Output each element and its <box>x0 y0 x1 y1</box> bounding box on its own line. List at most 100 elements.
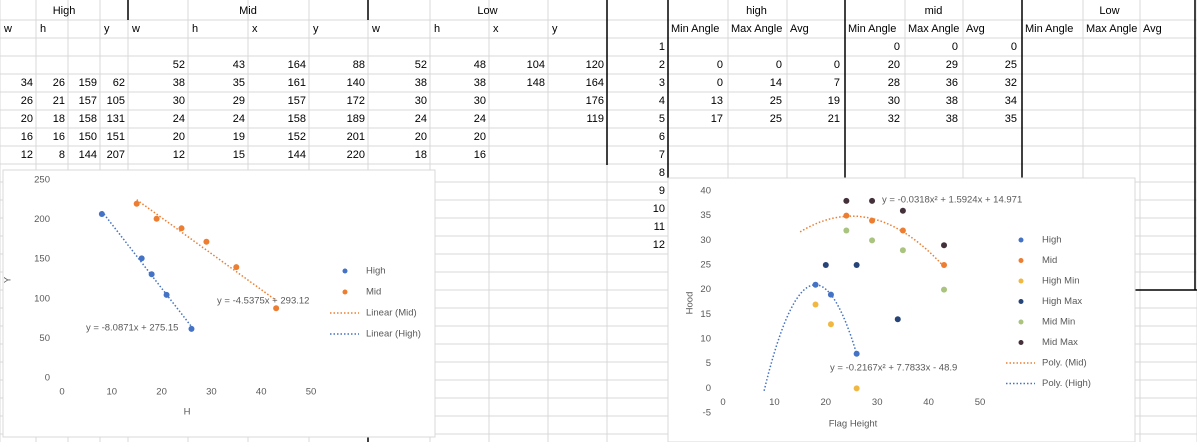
trendline-equation: y = -4.5375x + 293.12 <box>217 296 309 307</box>
cell-value: 25 <box>770 113 782 125</box>
row-number: 4 <box>659 95 665 107</box>
data-point <box>273 305 280 312</box>
row-number: 8 <box>659 167 665 179</box>
y-tick-label: 40 <box>700 186 711 197</box>
column-header: y <box>313 23 319 35</box>
cell-value: 0 <box>717 59 723 71</box>
cell-value: 24 <box>474 113 486 125</box>
cell-value: 176 <box>586 95 604 107</box>
cell-value: 18 <box>53 113 65 125</box>
x-tick-label: 0 <box>59 387 64 398</box>
legend-label: Mid <box>1042 255 1057 266</box>
column-header: Avg <box>1143 23 1162 35</box>
cell-value: 157 <box>288 95 306 107</box>
group-header: High <box>53 5 76 17</box>
cell-value: 16 <box>53 131 65 143</box>
row-number: 7 <box>659 149 665 161</box>
trendline-equation: y = -0.2167x² + 7.7833x - 48.9 <box>830 363 957 374</box>
data-point <box>843 197 850 204</box>
cell-value: 161 <box>288 77 306 89</box>
data-point <box>153 215 160 222</box>
cell-value: 164 <box>586 77 604 89</box>
cell-value: 16 <box>21 131 33 143</box>
legend-marker <box>1018 319 1024 325</box>
cell-value: 157 <box>79 95 97 107</box>
row-number: 1 <box>659 41 665 53</box>
cell-value: 119 <box>586 113 604 125</box>
data-point <box>899 227 906 234</box>
data-point <box>822 262 829 268</box>
group-header: high <box>746 5 767 17</box>
cell-value: 0 <box>894 41 900 53</box>
cell-value: 32 <box>1005 77 1017 89</box>
row-number: 2 <box>659 59 665 71</box>
x-tick-label: 10 <box>107 387 118 398</box>
cell-value: 28 <box>888 77 900 89</box>
data-point <box>869 237 876 244</box>
column-header: h <box>192 23 198 35</box>
cell-value: 16 <box>474 149 486 161</box>
y-tick-label: 50 <box>39 333 50 344</box>
data-point <box>827 291 834 298</box>
y-tick-label: 150 <box>34 254 50 265</box>
cell-value: 30 <box>173 95 185 107</box>
cell-value: 24 <box>233 113 245 125</box>
cell-value: 38 <box>173 77 185 89</box>
group-header: Low <box>477 5 497 17</box>
x-tick-label: 30 <box>872 397 883 408</box>
legend-marker <box>1018 278 1024 284</box>
trendline-equation: y = -8.0871x + 275.15 <box>86 323 178 334</box>
cell-value: 38 <box>415 77 427 89</box>
cell-value: 26 <box>53 77 65 89</box>
y-tick-label: 200 <box>34 214 50 225</box>
row-number: 11 <box>654 221 665 233</box>
cell-value: 20 <box>888 59 900 71</box>
cell-value: 12 <box>173 149 185 161</box>
data-point <box>178 225 185 232</box>
cell-value: 25 <box>1005 59 1017 71</box>
cell-value: 0 <box>776 59 782 71</box>
cell-value: 20 <box>474 131 486 143</box>
column-header: Max Angle <box>731 23 782 35</box>
data-point <box>188 325 195 332</box>
y-tick-label: 35 <box>700 210 711 221</box>
column-header: y <box>552 23 558 35</box>
x-tick-label: 40 <box>923 397 934 408</box>
data-point <box>203 238 210 245</box>
cell-value: 0 <box>952 41 958 53</box>
y-tick-label: 5 <box>706 358 711 369</box>
group-header: Mid <box>239 5 257 17</box>
cell-value: 172 <box>347 95 365 107</box>
cell-value: 30 <box>888 95 900 107</box>
legend-marker <box>1018 237 1024 243</box>
y-tick-label: 100 <box>34 293 50 304</box>
cell-value: 158 <box>79 113 97 125</box>
column-header: w <box>131 23 140 35</box>
cell-value: 0 <box>1011 41 1017 53</box>
y-tick-label: 10 <box>700 334 711 345</box>
cell-value: 158 <box>288 113 306 125</box>
data-point <box>941 262 948 268</box>
legend-marker <box>342 268 348 274</box>
x-axis-title: Flag Height <box>829 419 878 430</box>
data-point <box>138 255 145 262</box>
cell-value: 35 <box>1005 113 1017 125</box>
data-point <box>941 286 948 293</box>
cell-value: 164 <box>288 59 306 71</box>
x-tick-label: 0 <box>720 397 725 408</box>
column-header: h <box>434 23 440 35</box>
group-header: Low <box>1099 5 1119 17</box>
row-number: 3 <box>659 77 665 89</box>
data-point <box>812 301 819 308</box>
row-number: 6 <box>659 131 665 143</box>
x-axis-title: H <box>184 407 191 418</box>
data-point <box>869 217 876 224</box>
cell-value: 34 <box>1005 95 1017 107</box>
trendline <box>136 199 277 301</box>
data-point <box>853 262 860 268</box>
data-point <box>869 197 876 204</box>
cell-value: 30 <box>474 95 486 107</box>
cell-value: 52 <box>173 59 185 71</box>
y-axis-title: Hood <box>685 292 696 315</box>
